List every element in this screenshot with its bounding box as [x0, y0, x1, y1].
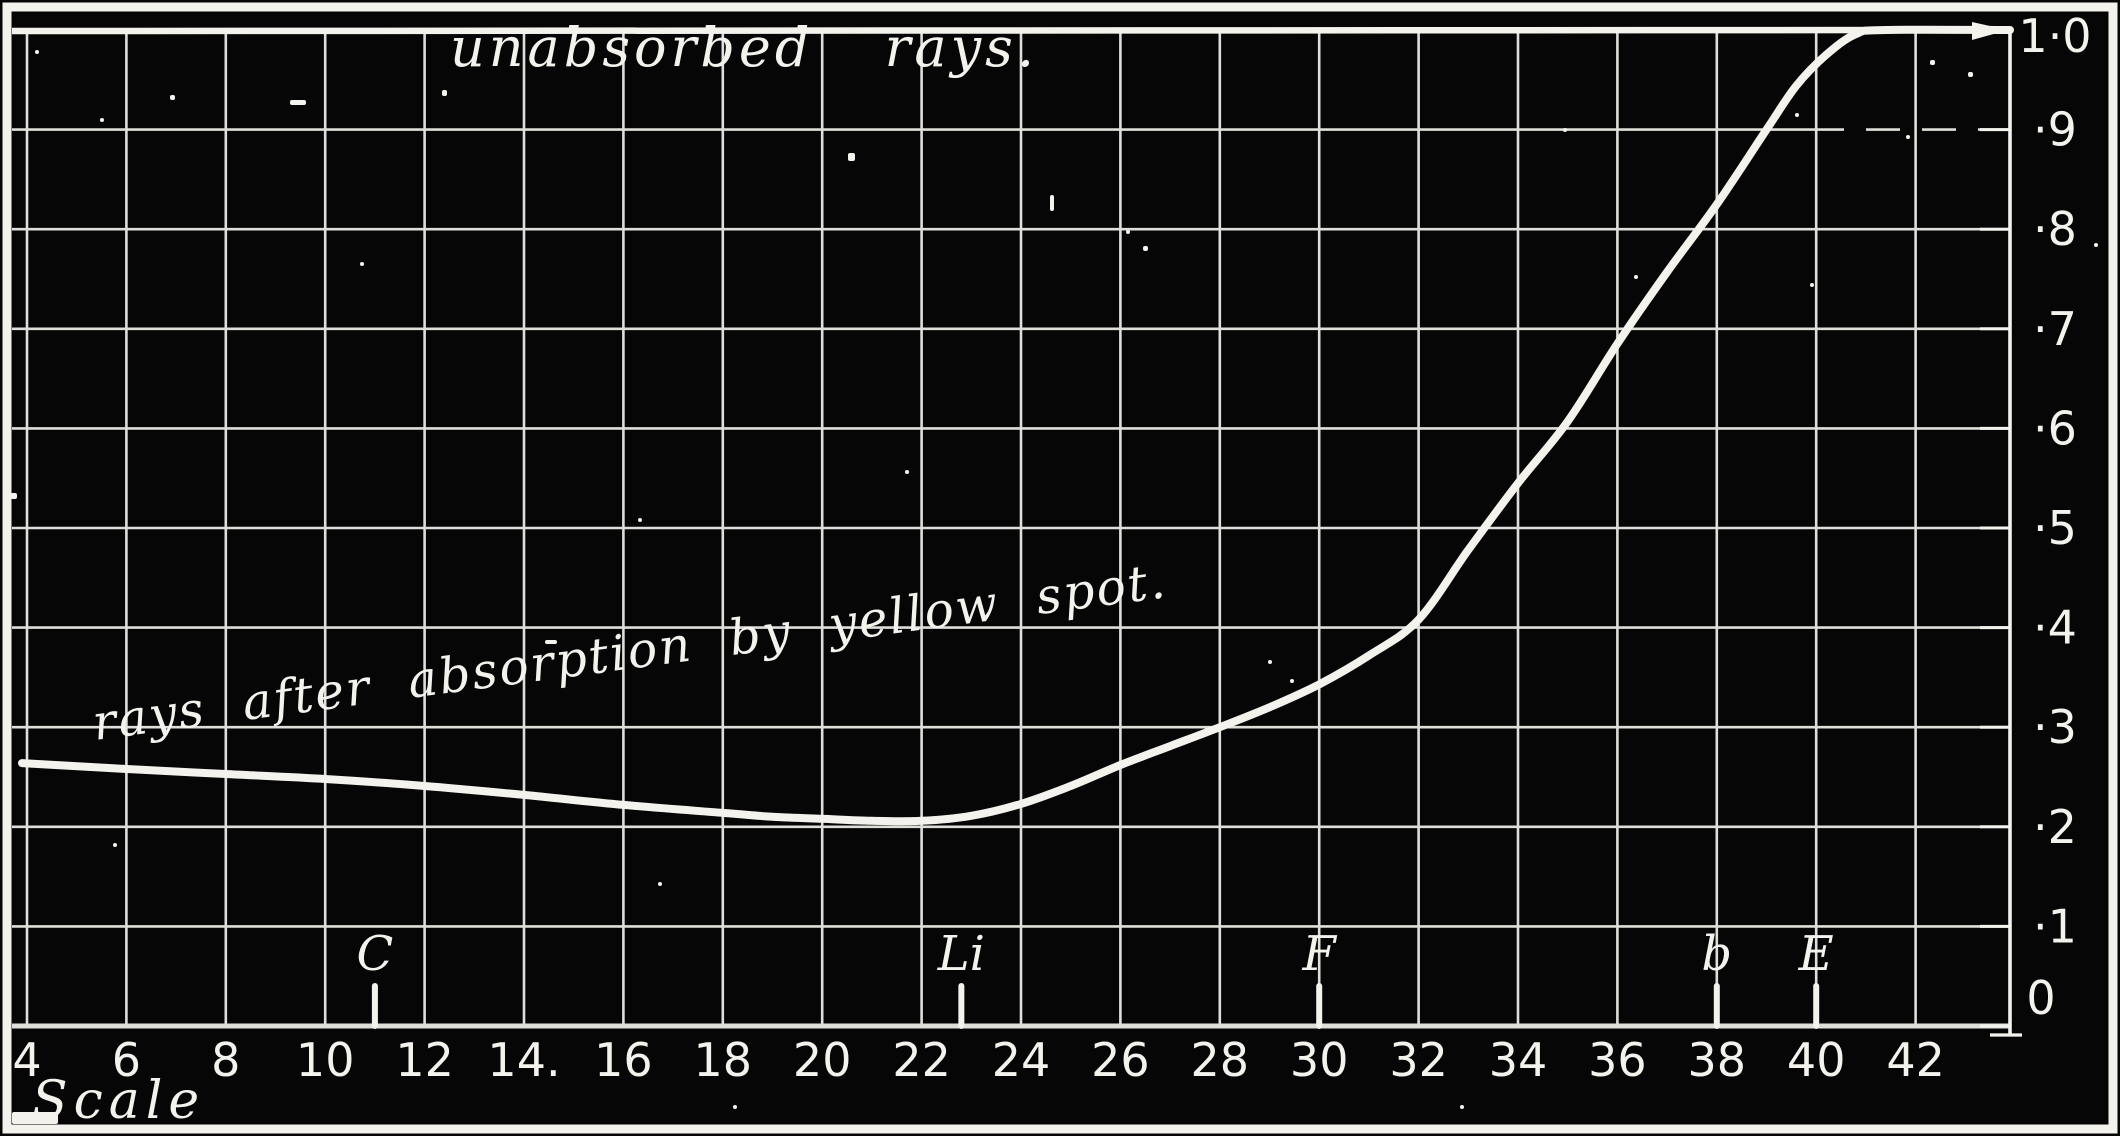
y-tick-label: ·2 — [2033, 800, 2077, 854]
y-tick-label: ·1 — [2033, 899, 2077, 953]
x-tick-label: 20 — [793, 1033, 852, 1087]
plate-speck — [2094, 243, 2098, 247]
plate-speck — [1050, 195, 1054, 211]
x-tick-label: 10 — [296, 1033, 355, 1087]
unabsorbed-rays-caption: unabsorbed rays. — [450, 16, 1038, 79]
y-tick-label: ·9 — [2033, 103, 2077, 157]
x-tick-label: 34 — [1489, 1033, 1548, 1087]
x-tick-label: 14. — [487, 1033, 560, 1087]
unabsorbed-rays-line — [11, 26, 2007, 35]
plate-speck — [1563, 128, 1567, 132]
y-tick-label: 1·0 — [2018, 9, 2091, 63]
plate-speck — [545, 640, 557, 644]
x-tick-label: 32 — [1389, 1033, 1448, 1087]
y-tick-label: ·3 — [2033, 700, 2077, 754]
spectral-line-label-F: F — [1302, 926, 1338, 982]
y-tick-label: ·6 — [2033, 401, 2077, 455]
plate-speck — [733, 1105, 737, 1109]
x-tick-label: 28 — [1191, 1033, 1250, 1087]
x-tick-label: 36 — [1588, 1033, 1647, 1087]
x-tick-label: 8 — [211, 1033, 240, 1087]
x-tick-label: 24 — [992, 1033, 1051, 1087]
spectral-line-label-C: C — [357, 926, 394, 982]
plate-speck — [442, 90, 447, 96]
plate-speck — [905, 470, 909, 474]
x-tick-label: 26 — [1091, 1033, 1150, 1087]
plate-speck — [1930, 60, 1935, 65]
x-tick-label: 12 — [395, 1033, 454, 1087]
x-tick-label: 6 — [112, 1033, 141, 1087]
plate-speck — [1143, 246, 1148, 251]
plate-speck — [1126, 230, 1130, 234]
plate-speck — [35, 50, 39, 54]
x-tick-label: 16 — [594, 1033, 653, 1087]
x-tick-label: 40 — [1787, 1033, 1846, 1087]
plate-speck — [1268, 660, 1272, 664]
y-tick-label: ·5 — [2033, 501, 2077, 555]
x-tick-label: 38 — [1688, 1033, 1747, 1087]
x-tick-label: 22 — [892, 1033, 951, 1087]
plate-speck — [1968, 72, 1973, 77]
plate-speck — [360, 262, 364, 266]
y-tick-label: ·8 — [2033, 202, 2077, 256]
y-tick-label: ·7 — [2033, 302, 2077, 356]
plate-speck — [638, 518, 642, 522]
plate-speck — [100, 118, 104, 122]
plate-speck — [12, 1112, 58, 1124]
plate-speck — [1634, 275, 1638, 279]
plate-speck — [170, 95, 175, 100]
plate-speck — [1810, 283, 1814, 287]
absorption-curve — [18, 25, 2014, 826]
plate-speck — [1795, 113, 1799, 117]
x-tick-label: 4 — [12, 1033, 41, 1087]
plate-speck — [1290, 679, 1294, 683]
spectral-line-label-b: b — [1701, 926, 1732, 982]
y-tick-label: ·4 — [2033, 601, 2077, 655]
y-tick-label: 0 — [2026, 971, 2055, 1025]
spectral-line-label-E: E — [1798, 926, 1834, 982]
plate-speck — [1906, 135, 1910, 139]
plate-speck — [1460, 1105, 1464, 1109]
plate-speck — [290, 100, 306, 105]
x-tick-label: 42 — [1886, 1033, 1945, 1087]
spectral-line-label-Li: Li — [937, 926, 985, 982]
plate-speck — [658, 882, 662, 886]
x-tick-label: 18 — [694, 1033, 753, 1087]
plate-speck — [113, 843, 117, 847]
scale-axis-label: Scale — [32, 1071, 205, 1131]
x-tick-label: 30 — [1290, 1033, 1349, 1087]
plate-speck — [848, 153, 855, 161]
